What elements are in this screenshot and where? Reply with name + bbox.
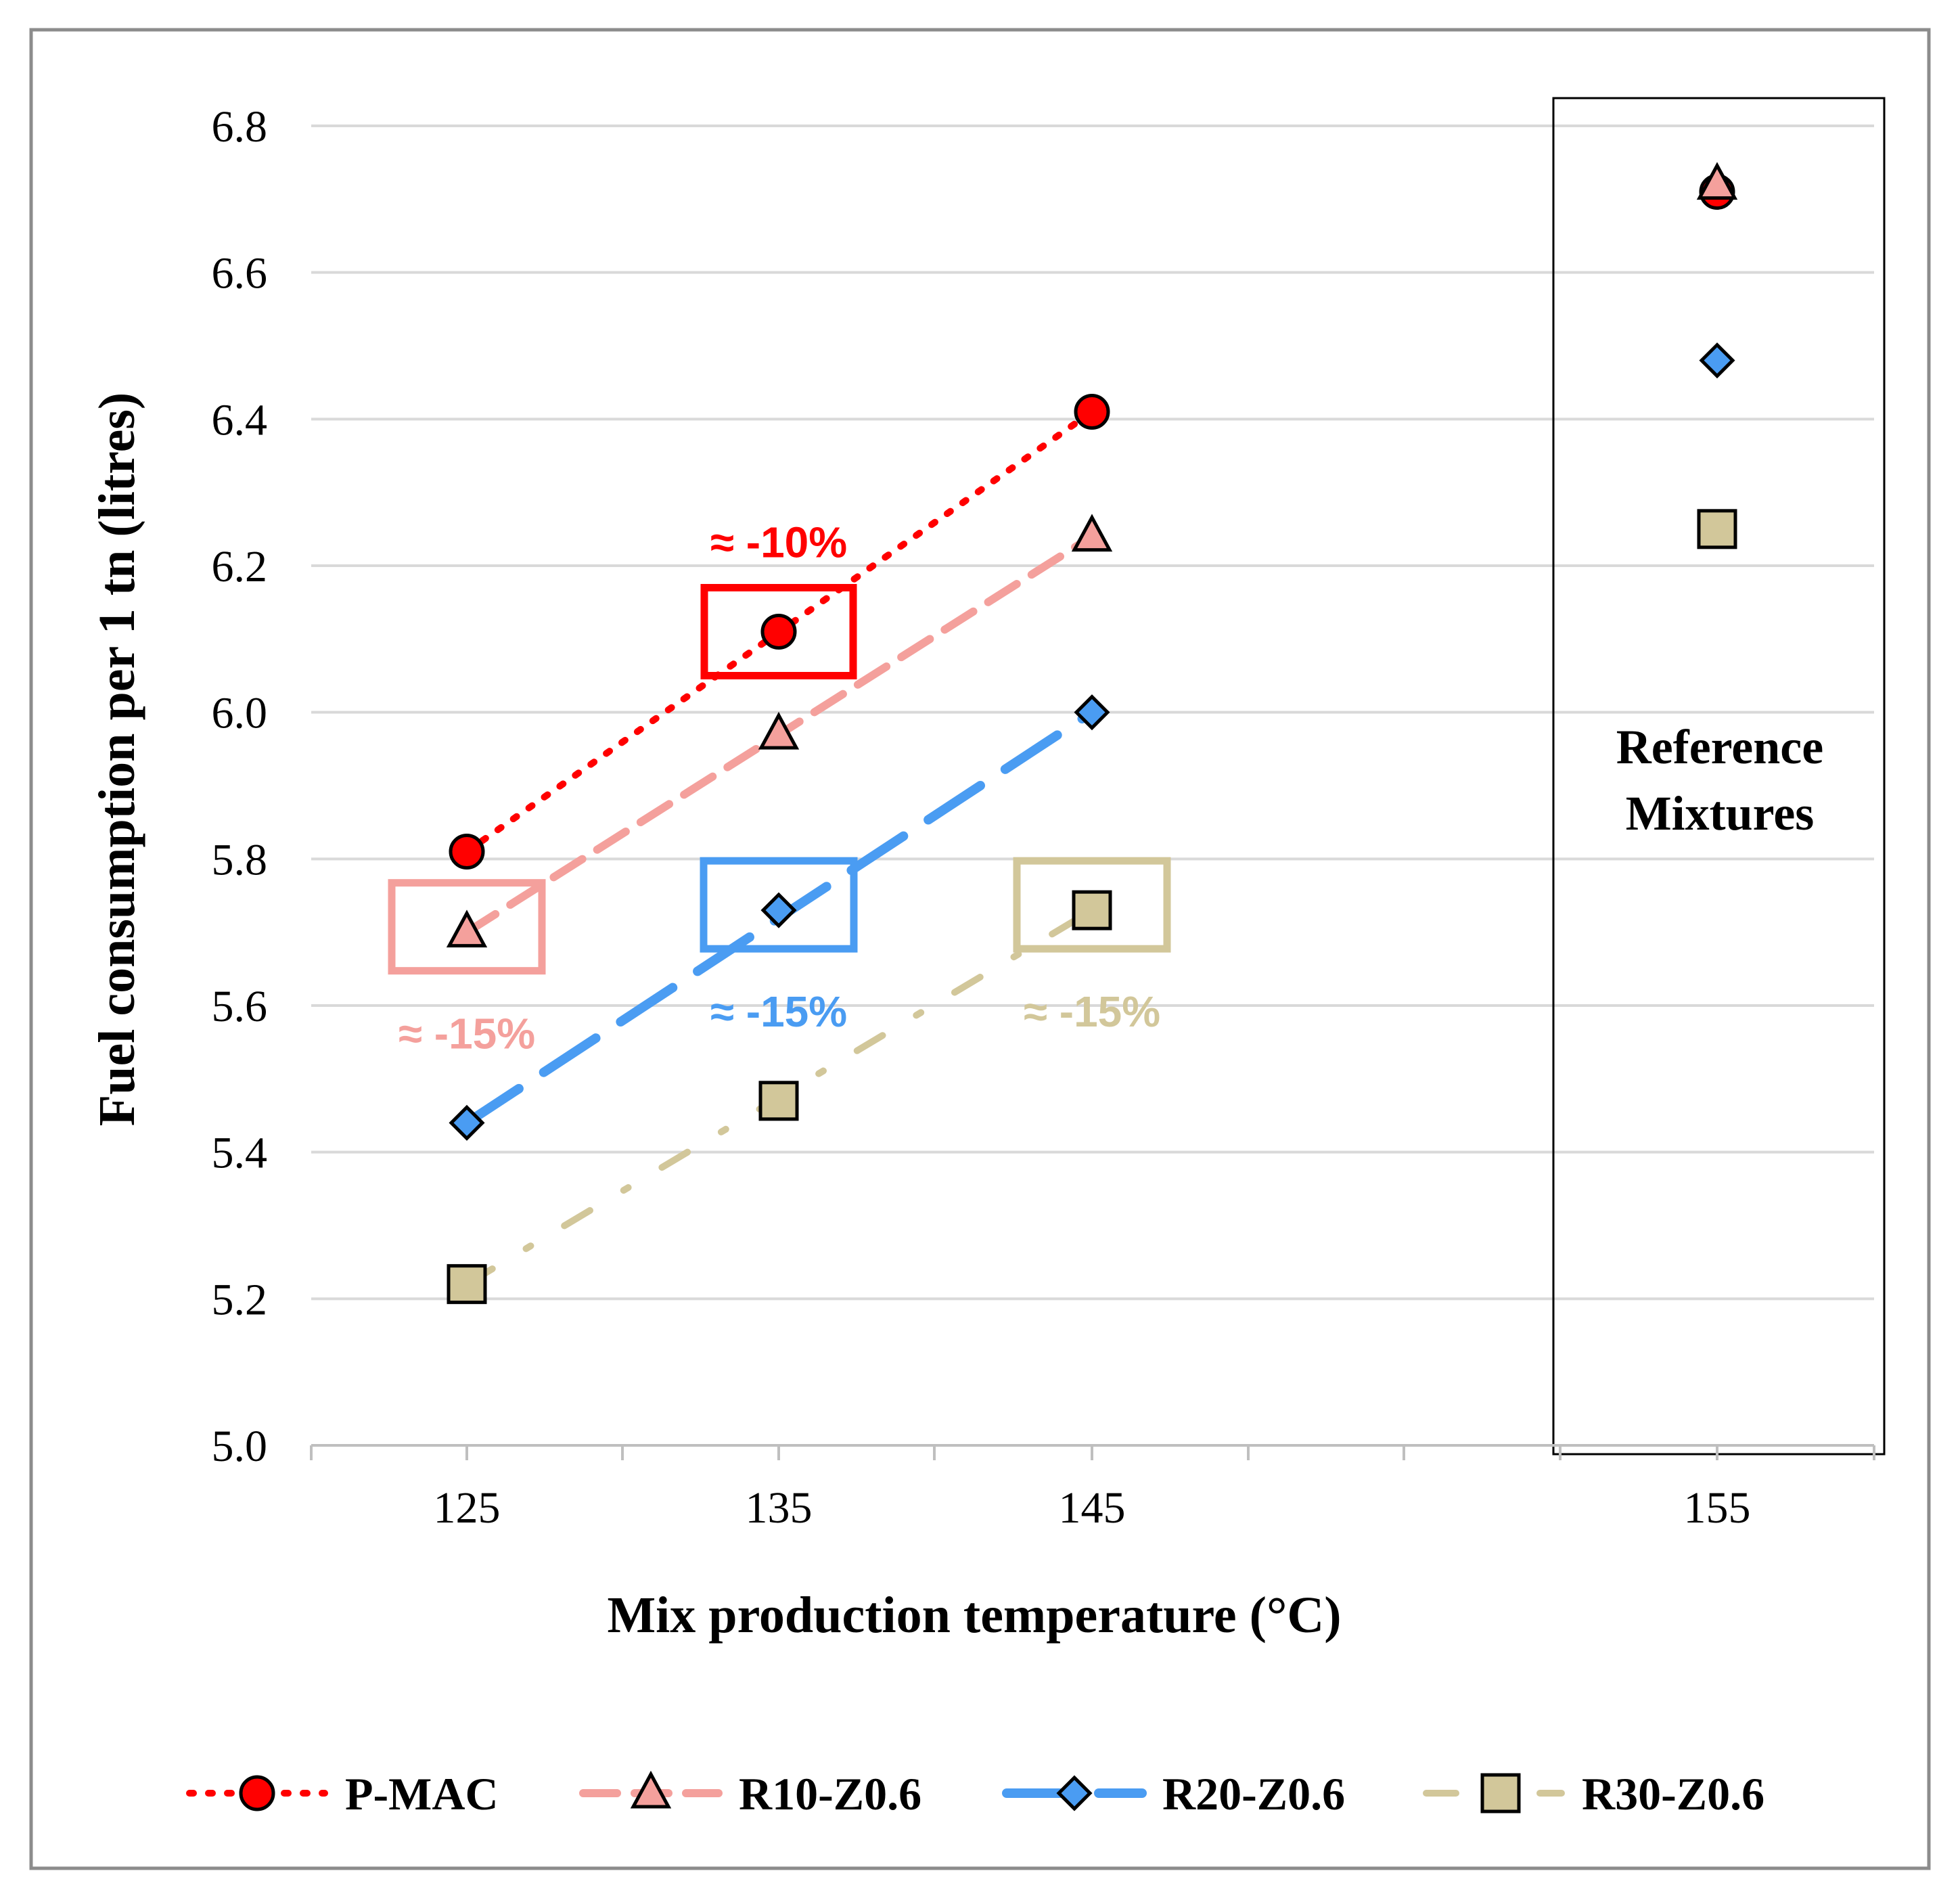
y-tick-label: 5.2 bbox=[212, 1275, 268, 1324]
y-tick-label: 5.8 bbox=[212, 835, 268, 884]
data-point-P-MAC bbox=[760, 614, 797, 650]
y-axis-title: Fuel consumption per 1 tn (litres) bbox=[89, 392, 145, 1126]
data-point-R10-Z0.6 bbox=[446, 909, 488, 948]
gridlines bbox=[311, 125, 1874, 1301]
legend-label-P-MAC: P-MAC bbox=[345, 1768, 499, 1820]
labels: Mix production temperature (°C) Fuel con… bbox=[89, 392, 1823, 1644]
y-tick-label: 6.0 bbox=[212, 689, 268, 738]
highlight-box-R30-Z0.6 bbox=[1013, 857, 1171, 953]
legend-label-R10-Z0.6: R10-Z0.6 bbox=[739, 1768, 921, 1820]
reference-point-R30-Z0.6 bbox=[1697, 509, 1737, 549]
legend-marker-R20-Z0.6 bbox=[1056, 1775, 1093, 1811]
y-tick-label: 6.6 bbox=[212, 249, 268, 298]
data-point-P-MAC bbox=[1074, 394, 1110, 430]
reference-box bbox=[1552, 97, 1886, 1456]
data-point-P-MAC bbox=[449, 834, 485, 870]
legend-label-R30-Z0.6: R30-Z0.6 bbox=[1582, 1768, 1764, 1820]
data-point-R20-Z0.6 bbox=[1074, 694, 1110, 731]
y-tick-label: 6.8 bbox=[212, 102, 268, 152]
data-point-R10-Z0.6 bbox=[1071, 514, 1113, 552]
y-tick-label: 6.4 bbox=[212, 395, 268, 445]
highlight-box-R10-Z0.6 bbox=[388, 879, 546, 975]
x-tick-label: 145 bbox=[1059, 1483, 1126, 1533]
axes: 5.0 5.2 5.4 5.6 5.8 6.0 6.2 6.4 6.6 6.8 125 135 145 1… bbox=[212, 102, 1875, 1533]
highlight-boxes bbox=[388, 584, 1171, 975]
y-tick-label: 5.4 bbox=[212, 1129, 268, 1178]
highlight-box-R20-Z0.6 bbox=[700, 857, 858, 953]
x-tick-label: 125 bbox=[434, 1483, 501, 1533]
annotation-R20-Z0.6: ≈ -15% bbox=[710, 987, 847, 1036]
annotation-R10-Z0.6: ≈ -15% bbox=[398, 1010, 535, 1058]
legend: P-MAC R10-Z0.6 R20-Z0.6 R30-Z0.6 bbox=[186, 1768, 1764, 1820]
y-tick-label: 6.2 bbox=[212, 542, 268, 591]
chart-frame bbox=[29, 28, 1931, 1870]
y-tick-label: 5.6 bbox=[212, 982, 268, 1031]
annotation-P-MAC: ≈ -10% bbox=[710, 518, 847, 567]
legend-marker-R30-Z0.6 bbox=[1480, 1773, 1521, 1813]
data-point-R30-Z0.6 bbox=[447, 1264, 487, 1305]
data-point-R20-Z0.6 bbox=[760, 892, 797, 928]
data-point-R30-Z0.6 bbox=[758, 1081, 799, 1121]
x-axis-title: Mix production temperature (°C) bbox=[607, 1587, 1341, 1644]
data-point-R30-Z0.6 bbox=[1072, 890, 1112, 930]
legend-marker-R10-Z0.6 bbox=[630, 1770, 672, 1809]
reference-label-line2: Mixtures bbox=[1626, 786, 1815, 840]
reference-label-line1: Reference bbox=[1616, 720, 1823, 774]
annotation-R30-Z0.6: ≈ -15% bbox=[1024, 987, 1160, 1036]
legend-marker-P-MAC bbox=[239, 1775, 275, 1811]
highlight-box-P-MAC bbox=[700, 584, 857, 679]
data-point-R20-Z0.6 bbox=[449, 1104, 485, 1141]
reference-point-R10-Z0.6 bbox=[1696, 162, 1738, 200]
series-markers bbox=[446, 162, 1738, 1305]
reference-point-R20-Z0.6 bbox=[1699, 342, 1735, 379]
legend-label-R20-Z0.6: R20-Z0.6 bbox=[1162, 1768, 1345, 1820]
y-tick-label: 5.0 bbox=[212, 1422, 268, 1471]
data-point-R10-Z0.6 bbox=[758, 711, 800, 750]
x-tick-label: 155 bbox=[1684, 1483, 1751, 1533]
x-tick-label: 135 bbox=[746, 1483, 813, 1533]
